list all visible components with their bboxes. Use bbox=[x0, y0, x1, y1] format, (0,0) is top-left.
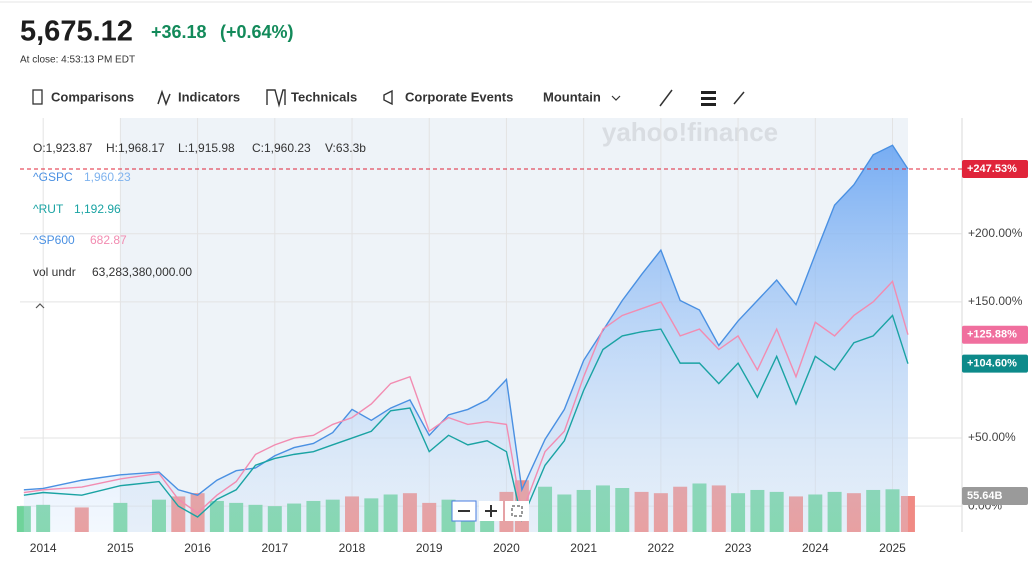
toolbar-button[interactable]: Indicators bbox=[178, 89, 240, 104]
legend-value: 1,192.96 bbox=[74, 202, 121, 216]
menu-icon[interactable] bbox=[701, 91, 716, 106]
value-label: +125.88% bbox=[967, 329, 1017, 341]
ohlc-item: C:1,960.23 bbox=[252, 141, 311, 155]
legend-name: ^GSPC bbox=[33, 170, 73, 184]
value-badge bbox=[962, 354, 1028, 373]
dropdown-caret bbox=[611, 95, 621, 101]
x-tick-label: 2014 bbox=[30, 541, 57, 555]
close-time: At close: 4:53:13 PM EDT bbox=[20, 55, 135, 66]
collapse-icon[interactable] bbox=[35, 303, 45, 309]
y-tick-label: +50.00% bbox=[968, 430, 1016, 444]
price-change-pct: (+0.64%) bbox=[220, 22, 294, 42]
ohlc-item: O:1,923.87 bbox=[33, 141, 93, 155]
x-tick-label: 2016 bbox=[184, 541, 211, 555]
x-tick-label: 2018 bbox=[339, 541, 366, 555]
draw-icon[interactable] bbox=[659, 89, 673, 107]
indicators-icon bbox=[157, 89, 171, 107]
legend-value: 1,960.23 bbox=[84, 170, 131, 184]
price-change: +36.18 bbox=[151, 22, 207, 42]
x-tick-label: 2020 bbox=[493, 541, 520, 555]
volume-value: 63,283,380,000.00 bbox=[92, 265, 192, 279]
watermark: yahoo!finance bbox=[602, 117, 778, 147]
toolbar-button[interactable]: Mountain bbox=[543, 89, 601, 104]
value-label: +247.53% bbox=[967, 163, 1017, 175]
technicals-icon bbox=[266, 89, 286, 108]
expand-icon[interactable] bbox=[733, 91, 745, 105]
toolbar-button[interactable]: Corporate Events bbox=[405, 89, 513, 104]
x-tick-label: 2021 bbox=[570, 541, 597, 555]
value-badge bbox=[962, 325, 1028, 344]
x-tick-label: 2015 bbox=[107, 541, 134, 555]
readout: O:1,923.87 H:1,968.17 L:1,915.98 C:1,960… bbox=[33, 141, 366, 279]
x-tick-label: 2022 bbox=[648, 541, 675, 555]
value-label: +104.60% bbox=[967, 358, 1017, 370]
ohlc-item: L:1,915.98 bbox=[178, 141, 235, 155]
toolbar-button[interactable]: Comparisons bbox=[51, 89, 134, 104]
legend-name: ^SP600 bbox=[33, 233, 75, 247]
value-label: 55.64B bbox=[967, 490, 1003, 502]
comparisons-icon bbox=[32, 89, 43, 105]
zoom-controls bbox=[451, 500, 529, 522]
x-tick-label: 2024 bbox=[802, 541, 829, 555]
ohlc-item: H:1,968.17 bbox=[106, 141, 165, 155]
y-tick-label: +200.00% bbox=[968, 226, 1023, 240]
x-tick-label: 2023 bbox=[725, 541, 752, 555]
events-icon bbox=[383, 89, 393, 106]
y-tick-label: +150.00% bbox=[968, 294, 1023, 308]
value-badge bbox=[962, 160, 1028, 179]
x-tick-label: 2017 bbox=[261, 541, 288, 555]
plot bbox=[16, 118, 962, 532]
area bbox=[23, 145, 908, 532]
ohlc-item: V:63.3b bbox=[325, 141, 366, 155]
legend-name: ^RUT bbox=[33, 202, 64, 216]
x-tick-label: 2025 bbox=[879, 541, 906, 555]
line bbox=[23, 280, 909, 516]
legend-value: 682.87 bbox=[90, 233, 127, 247]
reset-zoom[interactable] bbox=[505, 501, 529, 521]
line bbox=[23, 314, 909, 523]
value-badge bbox=[962, 487, 1028, 506]
line bbox=[23, 144, 909, 496]
volume-name: vol undr bbox=[33, 265, 76, 279]
price: 5,675.12 bbox=[20, 16, 133, 48]
x-tick-label: 2019 bbox=[416, 541, 443, 555]
toolbar-button[interactable]: Technicals bbox=[291, 89, 357, 104]
